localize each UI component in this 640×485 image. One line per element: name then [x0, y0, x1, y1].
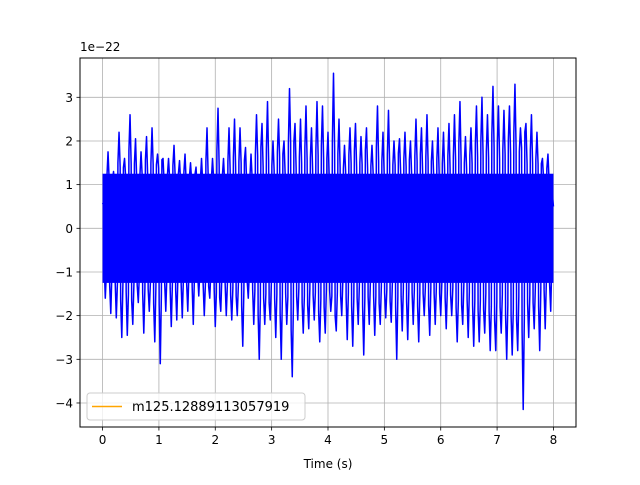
- y-axis-offset-label: 1e−22: [80, 40, 120, 54]
- y-tick-label: 1: [65, 178, 73, 192]
- x-axis-title: Time (s): [303, 457, 353, 471]
- series-dense-band: [102, 173, 554, 283]
- legend-box: [86, 392, 306, 421]
- x-tick-label: 6: [437, 433, 445, 447]
- y-tick-label: 3: [65, 91, 73, 105]
- x-tick-label: 1: [155, 433, 163, 447]
- x-tick-label: 4: [324, 433, 332, 447]
- y-tick-label: 0: [65, 222, 73, 236]
- y-tick-label: −1: [55, 265, 73, 279]
- x-tick-label: 7: [493, 433, 501, 447]
- x-tick-label: 0: [99, 433, 107, 447]
- legend-label: m125.12889113057919: [132, 400, 289, 415]
- x-tick-label: 8: [550, 433, 558, 447]
- x-tick-label: 5: [381, 433, 389, 447]
- y-tick-label: −2: [55, 309, 73, 323]
- legend: m125.12889113057919: [86, 392, 306, 421]
- y-tick-label: 2: [65, 134, 73, 148]
- x-tick-label: 2: [211, 433, 219, 447]
- tick-layer: 0 1 2 3 4 5 6 7 8 −4 −3 −2 −1 0 1 2 3: [55, 91, 557, 447]
- y-tick-label: −4: [55, 396, 73, 410]
- data-layer: [101, 72, 555, 411]
- y-tick-label: −3: [55, 353, 73, 367]
- x-tick-label: 3: [268, 433, 276, 447]
